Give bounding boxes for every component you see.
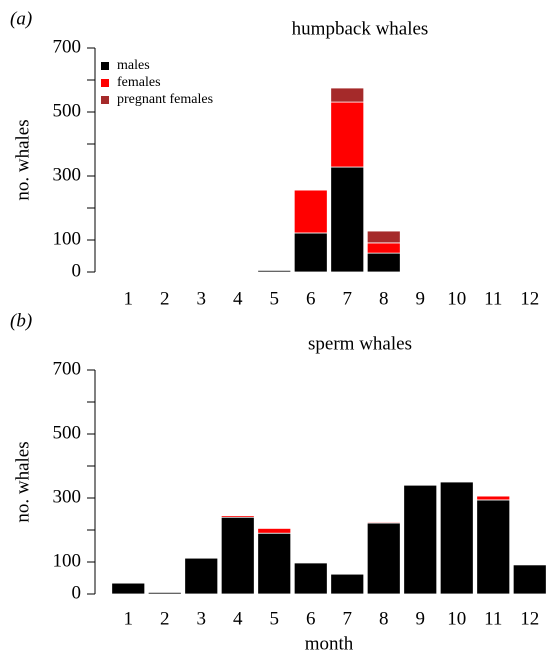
x-tick-label: 11 [484, 288, 502, 309]
chart-title: humpback whales [292, 18, 429, 39]
x-tick-label: 12 [520, 288, 539, 309]
x-tick-label: 11 [484, 608, 502, 629]
bar-segment [476, 499, 511, 595]
bar-segment [293, 189, 328, 234]
x-tick-label: 1 [124, 288, 134, 309]
x-tick-label: 9 [416, 608, 426, 629]
bar-segment [476, 495, 511, 501]
panel-label: (a) [10, 8, 32, 29]
bar-segment [293, 232, 328, 273]
panel-label: (b) [10, 310, 32, 331]
bar-segment [147, 592, 182, 595]
x-tick-label: 8 [379, 288, 389, 309]
y-tick-label: 700 [53, 36, 82, 57]
y-tick-label: 300 [53, 164, 82, 185]
y-tick-label: 500 [53, 422, 82, 443]
bar-segment [439, 481, 474, 595]
legend-label: males [117, 58, 150, 73]
y-tick-label: 0 [72, 260, 82, 281]
y-tick-label: 500 [53, 100, 82, 121]
bar-segment [220, 515, 255, 518]
legend-swatch [101, 62, 109, 70]
bar-segment [366, 522, 401, 595]
bar-segment [330, 101, 365, 168]
legend-swatch [101, 96, 109, 104]
legend-swatch [101, 79, 109, 87]
legend-label: females [117, 75, 161, 90]
legend-label: pregnant females [117, 92, 213, 107]
chart-title: sperm whales [308, 333, 412, 354]
x-tick-label: 6 [306, 608, 316, 629]
x-tick-label: 8 [379, 608, 389, 629]
bar-segment [330, 166, 365, 273]
y-tick-label: 700 [53, 358, 82, 379]
x-tick-label: 4 [233, 288, 243, 309]
x-tick-label: 5 [270, 288, 280, 309]
bar-segment [184, 557, 219, 595]
y-tick-label: 0 [72, 582, 82, 603]
x-tick-label: 3 [197, 608, 207, 629]
y-tick-label: 300 [53, 486, 82, 507]
bar-segment [220, 516, 255, 595]
x-tick-label: 12 [520, 608, 539, 629]
bar-segment [512, 564, 547, 595]
bar-segment [366, 521, 401, 524]
x-tick-label: 2 [160, 608, 170, 629]
y-tick-label: 100 [53, 228, 82, 249]
bar-segment [257, 528, 292, 534]
bar-segment [330, 573, 365, 595]
y-tick-label: 100 [53, 550, 82, 571]
x-tick-label: 9 [416, 288, 426, 309]
x-tick-label: 6 [306, 288, 316, 309]
x-tick-label: 4 [233, 608, 243, 629]
x-axis-label: month [305, 633, 354, 654]
bar-segment [111, 582, 146, 595]
x-tick-label: 10 [447, 608, 466, 629]
bar-segment [366, 252, 401, 273]
y-axis-label: no. whales [12, 441, 33, 522]
x-tick-label: 10 [447, 288, 466, 309]
x-tick-label: 7 [343, 288, 353, 309]
bar-segment [366, 242, 401, 254]
bar-segment [330, 87, 365, 103]
x-tick-label: 2 [160, 288, 170, 309]
x-tick-label: 3 [197, 288, 207, 309]
x-tick-label: 7 [343, 608, 353, 629]
y-axis-label: no. whales [12, 119, 33, 200]
bar-segment [257, 532, 292, 595]
x-tick-label: 5 [270, 608, 280, 629]
bar-segment [403, 484, 438, 595]
x-tick-label: 1 [124, 608, 134, 629]
bar-segment [293, 562, 328, 595]
bar-segment [257, 269, 292, 273]
bar-segment [366, 230, 401, 244]
